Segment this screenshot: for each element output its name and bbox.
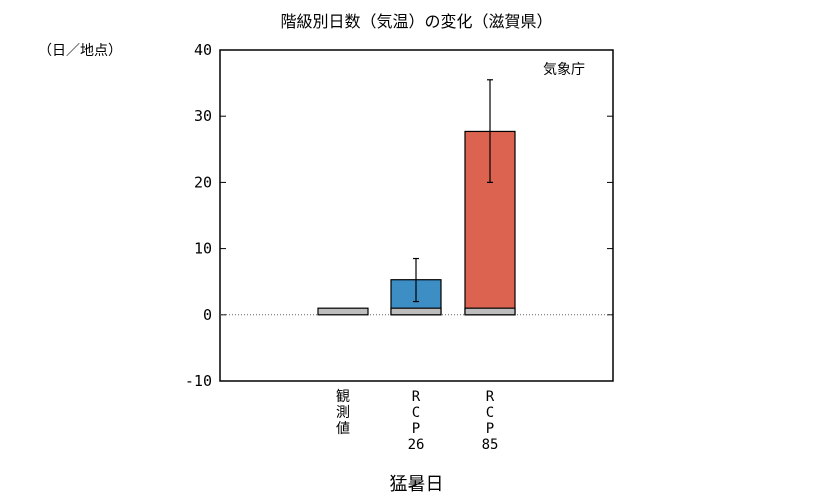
y-tick-label: 40	[194, 41, 212, 59]
y-tick-label: 10	[194, 240, 212, 258]
plot-frame	[219, 49, 614, 382]
category-label: R	[486, 389, 495, 405]
bar-observed	[464, 307, 516, 316]
category-label: 85	[482, 437, 499, 453]
bar-observed	[317, 307, 369, 316]
category-label: 測	[336, 405, 350, 421]
category-label: P	[486, 421, 494, 437]
y-tick-label: -10	[185, 372, 212, 390]
bar-observed	[390, 307, 442, 316]
category-label: 値	[336, 421, 350, 437]
category-label: C	[412, 405, 420, 421]
category-label: R	[412, 389, 421, 405]
y-tick-label: 20	[194, 173, 212, 191]
category-label: C	[486, 405, 494, 421]
y-tick-label: 30	[194, 107, 212, 125]
category-label: 観	[336, 388, 350, 405]
source-label: 気象庁	[543, 62, 585, 78]
chart-title: 階級別日数（気温）の変化（滋賀県）	[280, 12, 553, 31]
y-tick-label: 0	[203, 306, 212, 324]
category-label: P	[412, 421, 420, 437]
x-axis-label: 猛暑日	[389, 474, 444, 495]
category-label: 26	[408, 437, 425, 453]
y-axis-unit: （日／地点）	[38, 43, 122, 59]
